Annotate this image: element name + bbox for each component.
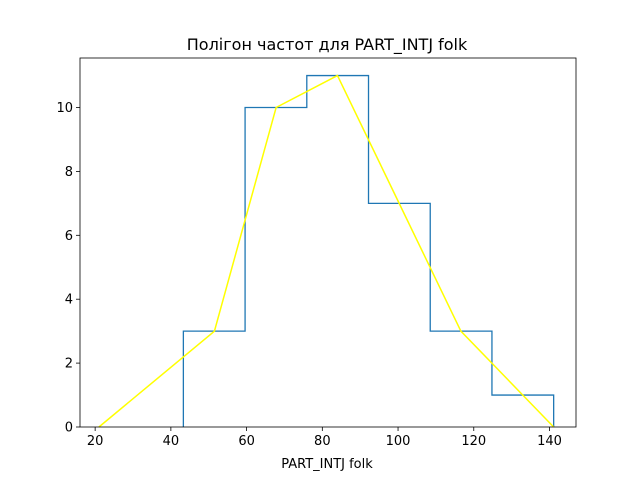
x-tick-label: 60 <box>238 434 255 449</box>
x-tick-label: 120 <box>461 434 486 449</box>
axes-frame <box>79 57 577 428</box>
y-tick-label: 2 <box>65 357 73 372</box>
y-tick-label: 6 <box>65 229 73 244</box>
x-tick-label: 140 <box>537 434 562 449</box>
x-axis-label: PART_INTJ folk <box>281 457 373 472</box>
histogram-step-outline <box>182 74 555 427</box>
x-tick-label: 40 <box>163 434 180 449</box>
x-tick-label: 20 <box>87 434 104 449</box>
y-tick-label: 4 <box>65 293 73 308</box>
y-tick-label: 8 <box>65 165 73 180</box>
y-tick-label: 0 <box>65 421 73 436</box>
x-tick-label: 100 <box>386 434 411 449</box>
chart-title: Полігон частот для PART_INTJ folk <box>187 35 468 55</box>
x-tick-label: 80 <box>314 434 331 449</box>
y-tick-label: 10 <box>56 101 73 116</box>
frequency-polygon-line <box>98 74 555 428</box>
plot-area: 20 40 60 80 100 120 140 0 2 4 6 8 10 <box>56 57 577 449</box>
